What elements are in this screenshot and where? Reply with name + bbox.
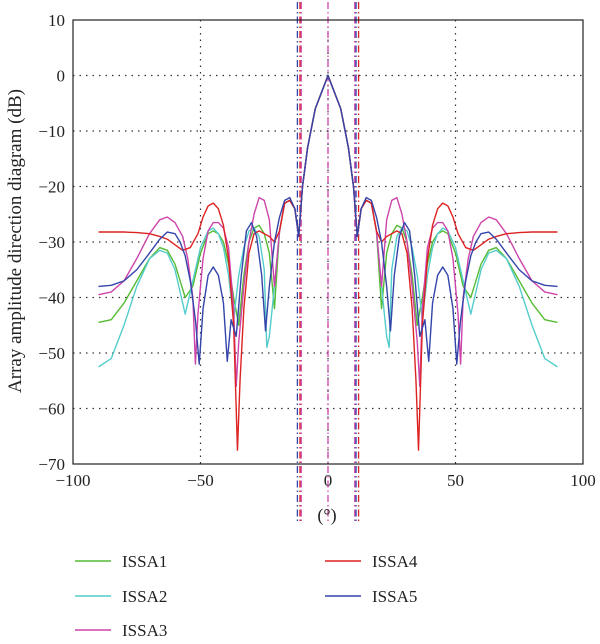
series-lines — [98, 74, 558, 451]
y-tick-label: 0 — [57, 67, 66, 86]
x-axis-label: (°) — [317, 505, 336, 526]
y-tick-label: 10 — [48, 11, 65, 30]
x-tick-label: 0 — [324, 471, 333, 490]
x-tick-label: 100 — [570, 471, 596, 490]
y-tick-label: −50 — [38, 344, 65, 363]
legend-label-issa2: ISSA2 — [122, 587, 167, 606]
x-tick-label: −50 — [187, 471, 214, 490]
legend: ISSA1 ISSA2 ISSA3 ISSA4 ISSA5 — [75, 552, 418, 640]
series-line-issa5 — [98, 74, 558, 365]
y-tick-label: −70 — [38, 455, 65, 474]
legend-label-issa3: ISSA3 — [122, 621, 167, 640]
y-axis-label: Array amplitude direction diagram (dB) — [5, 89, 26, 393]
legend-label-issa5: ISSA5 — [372, 587, 417, 606]
plot-frame — [72, 19, 584, 465]
y-tick-label: −40 — [38, 289, 65, 308]
legend-label-issa4: ISSA4 — [372, 552, 418, 571]
x-tick-label: −100 — [55, 471, 90, 490]
legend-label-issa1: ISSA1 — [122, 552, 167, 571]
y-tick-label: −20 — [38, 178, 65, 197]
reference-lines — [296, 2, 360, 524]
x-tick-label: 50 — [447, 471, 464, 490]
y-tick-label: −60 — [38, 400, 65, 419]
y-tick-label: −10 — [38, 122, 65, 141]
y-tick-label: −30 — [38, 233, 65, 252]
